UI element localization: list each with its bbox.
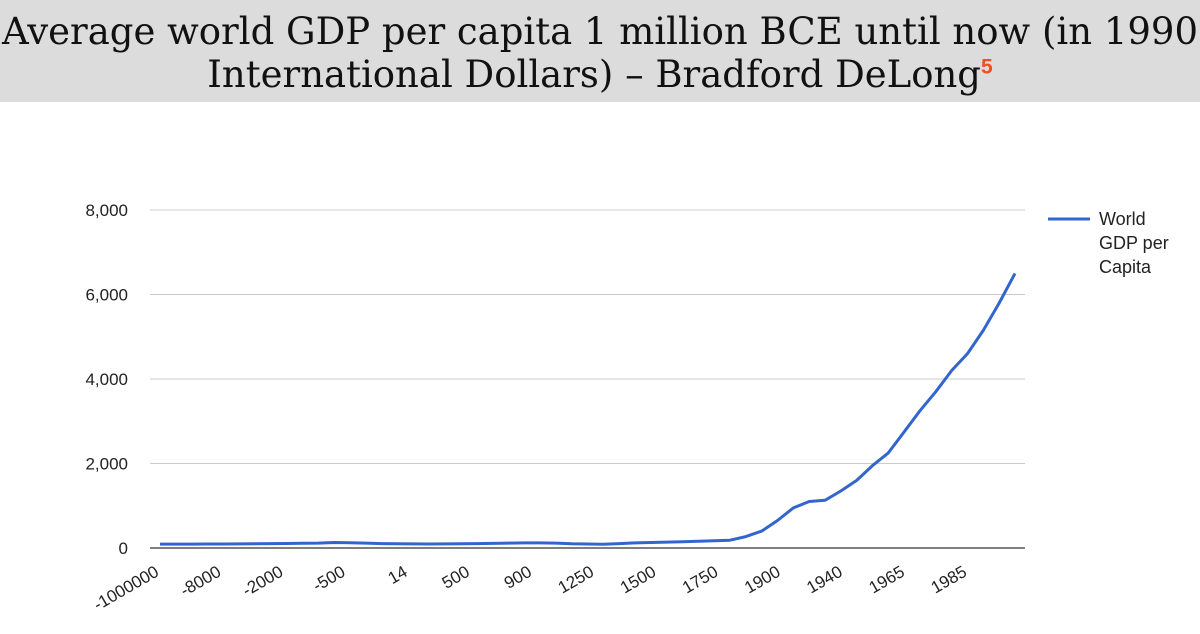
gridlines <box>150 209 1025 464</box>
x-tick-label: -8000 <box>177 562 224 600</box>
legend-label: Capita <box>1099 257 1152 277</box>
chart-title-line-2: International Dollars) – Bradford DeLong… <box>0 53 1200 97</box>
series-line-world-gdp-per-capita <box>160 272 1017 546</box>
y-tick-label: 4,000 <box>85 370 128 389</box>
y-tick-label: 0 <box>119 539 128 558</box>
y-tick-label: 8,000 <box>85 201 128 220</box>
legend-label: World <box>1099 209 1146 229</box>
x-tick-label: 500 <box>439 562 473 593</box>
x-tick-label: 1965 <box>866 562 908 597</box>
legend-label: GDP per <box>1099 233 1169 253</box>
y-tick-label: 2,000 <box>85 455 128 474</box>
x-tick-label: 1985 <box>928 562 970 597</box>
x-tick-label: -2000 <box>239 562 286 600</box>
title-band <box>0 0 1200 102</box>
x-tick-label: 1900 <box>741 562 783 597</box>
chart-title-line-2-text: International Dollars) – Bradford DeLong <box>207 53 981 96</box>
chart-title-line-1: Average world GDP per capita 1 million B… <box>2 10 1198 53</box>
x-tick-label: 1940 <box>803 562 845 597</box>
footnote-marker: 5 <box>981 55 993 79</box>
legend[interactable]: World GDP per Capita <box>1048 209 1169 277</box>
x-tick-label: 900 <box>501 562 535 593</box>
y-tick-label: 6,000 <box>85 286 128 305</box>
x-tick-label: 1250 <box>555 562 597 597</box>
x-tick-label: 1750 <box>679 562 721 597</box>
x-tick-label: -500 <box>309 562 348 595</box>
x-tick-label: -1000000 <box>90 562 162 614</box>
x-axis: -1000000 -8000 -2000 -500 14 500 900 1250 1500 17… <box>90 562 970 614</box>
x-tick-label: 14 <box>385 562 411 588</box>
x-tick-label: 1500 <box>617 562 659 597</box>
y-axis: 0 2,000 4,000 6,000 8,000 <box>85 201 128 558</box>
series-layer <box>160 272 1017 546</box>
